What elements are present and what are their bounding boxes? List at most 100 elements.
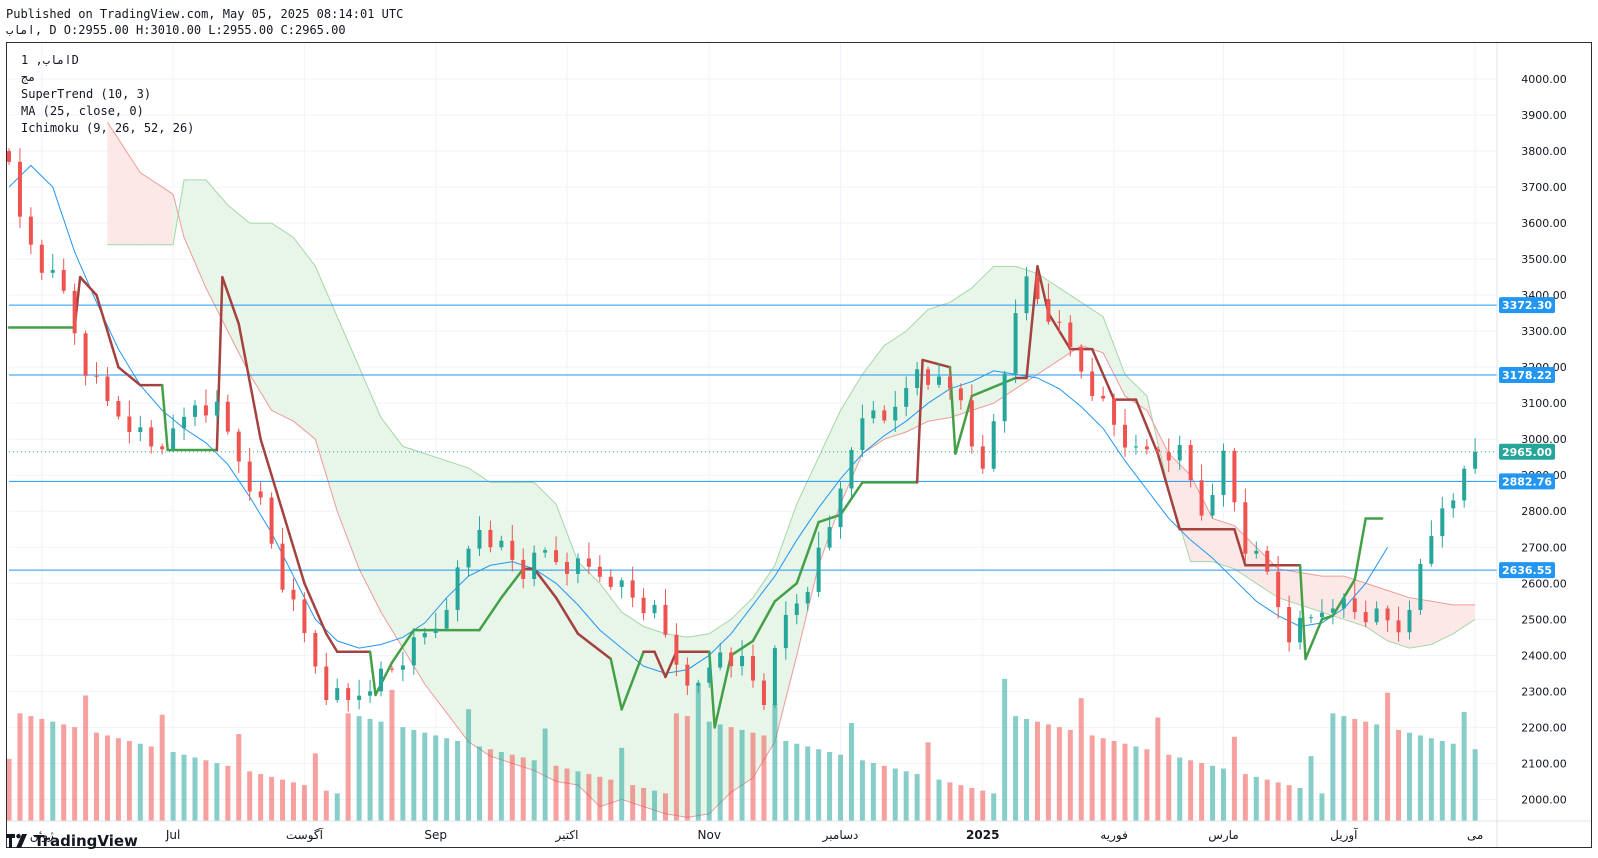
candle-body (1090, 371, 1095, 396)
volume-bar (334, 793, 340, 821)
volume-bar (378, 721, 384, 821)
volume-bar (104, 735, 110, 821)
candle-body (72, 290, 77, 334)
cloud-segment (731, 597, 753, 793)
candle-body (1068, 322, 1073, 347)
candle-body (597, 566, 602, 577)
candle-body (258, 491, 263, 498)
cloud-segment (293, 237, 316, 440)
candle-body (94, 375, 99, 377)
legend-ichimoku[interactable]: Ichimoku (9, 26, 52, 26) (21, 121, 195, 135)
volume-bar (673, 713, 679, 821)
x-tick-label: Sep (424, 828, 447, 842)
volume-bar (838, 754, 844, 821)
cloud-segment (359, 367, 381, 613)
volume-bar (564, 768, 570, 821)
candle-body (83, 333, 88, 376)
span-b-line (107, 121, 1476, 818)
volume-bar (816, 749, 822, 821)
candle-body (1144, 446, 1149, 450)
candle-body (39, 244, 44, 273)
supertrend-segment (773, 582, 799, 603)
candle-body (1319, 612, 1324, 618)
cloud-segment (140, 172, 163, 245)
volume-bar (1275, 782, 1281, 821)
volume-bar (597, 776, 603, 821)
supertrend-segment (795, 520, 820, 585)
candle-body (827, 527, 832, 548)
volume-bar (225, 765, 231, 821)
supertrend-segment (1156, 452, 1181, 531)
volume-bar (641, 787, 647, 821)
volume-bars (6, 678, 1478, 821)
supertrend-segment (78, 275, 98, 297)
volume-bar (619, 747, 625, 821)
hline-price-label: 2882.76 (1502, 475, 1552, 488)
candle-body (882, 410, 887, 421)
chart-frame[interactable]: 2000.00 2100.00 2200.00 2300.00 2400.00 2500.… (6, 42, 1592, 848)
volume-bar (39, 718, 45, 821)
candle-body (1396, 620, 1401, 633)
volume-bar (28, 716, 34, 821)
candle-body (466, 548, 471, 568)
cloud-segment (949, 287, 972, 418)
volume-bar (1155, 717, 1161, 821)
ma-path (8, 164, 1389, 674)
supertrend-segment (1304, 618, 1324, 661)
horizontal-lines (9, 304, 1497, 571)
volume-bar (1417, 735, 1423, 821)
candle-body (794, 603, 799, 615)
volume-bar (61, 724, 67, 821)
legend-ma[interactable]: MA (25, close, 0) (21, 104, 144, 118)
candle-body (149, 427, 154, 447)
footer-brand[interactable]: TradingView (6, 832, 138, 850)
candle-body (1440, 508, 1445, 537)
candle-body (1309, 617, 1313, 619)
y-tick-label: 3800.00 (1521, 145, 1567, 158)
candle-body (1024, 276, 1029, 314)
volume-bar (859, 760, 865, 821)
y-tick-label: 2300.00 (1521, 685, 1567, 698)
volume-bar (827, 752, 833, 821)
x-tick-label: مارس (1208, 828, 1239, 843)
cloud-segment (643, 626, 666, 814)
volume-bar (684, 716, 690, 821)
volume-bar (1308, 756, 1314, 821)
candle-body (619, 580, 624, 587)
candle-body (138, 427, 143, 432)
legend-supertrend[interactable]: SuperTrend (10, 3) (21, 87, 152, 101)
cloud-segment (337, 316, 360, 569)
volume-bar (914, 774, 920, 821)
volume-bar (1242, 774, 1248, 821)
candle-body (116, 401, 121, 417)
volume-bar (148, 746, 154, 821)
volume-bar (400, 727, 406, 821)
candle-body (302, 599, 307, 633)
volume-bar (1231, 736, 1237, 821)
supertrend-segment (653, 650, 667, 679)
y-tick-label: 3600.00 (1521, 217, 1567, 230)
supertrend-segment (117, 365, 142, 387)
candle-body (674, 634, 679, 665)
volume-bar (345, 713, 351, 821)
volume-bar (1396, 729, 1402, 821)
supertrend-segment (95, 293, 120, 369)
candle-body (860, 418, 865, 451)
volume-bar (126, 740, 132, 821)
x-tick-label: آگوست (286, 827, 324, 843)
volume-bar (422, 732, 428, 821)
volume-bar (1100, 738, 1106, 821)
volume-bar (444, 738, 450, 821)
volume-bar (1352, 718, 1358, 821)
price-chart[interactable]: 2000.00 2100.00 2200.00 2300.00 2400.00 2500.… (6, 43, 1591, 847)
y-tick-label: 2200.00 (1521, 721, 1567, 734)
cloud-segment (402, 446, 425, 685)
candle-body (1287, 607, 1292, 643)
cloud-segment (993, 266, 1016, 404)
volume-bar (750, 732, 756, 821)
supertrend-segment (390, 628, 416, 664)
supertrend-segment (532, 567, 558, 599)
volume-bar (192, 757, 198, 821)
supertrend-segment (325, 632, 339, 653)
hline-price-label: 2636.55 (1502, 564, 1552, 577)
